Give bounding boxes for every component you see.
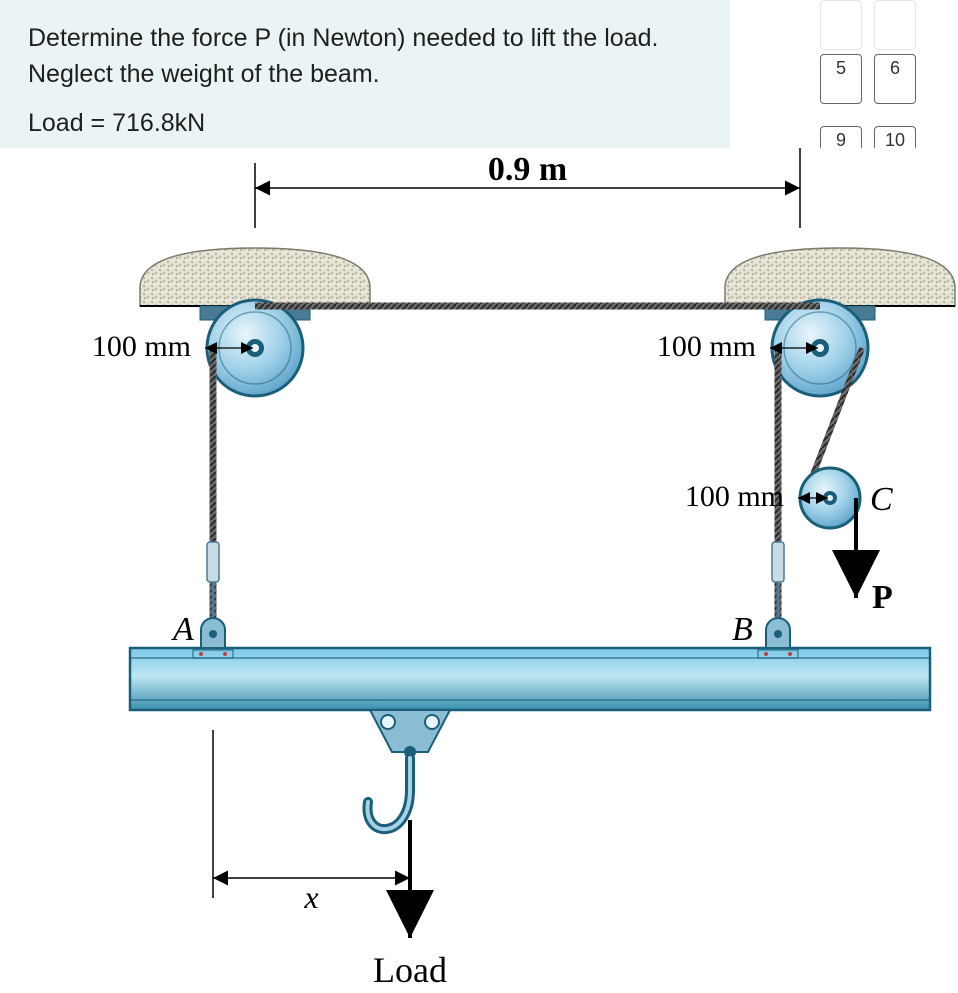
question-load: Load = 716.8kN bbox=[28, 105, 702, 141]
nav-btn-prev2[interactable] bbox=[874, 0, 916, 50]
svg-text:B: B bbox=[732, 611, 753, 648]
nav-btn-5[interactable]: 5 bbox=[820, 54, 862, 104]
svg-text:100 mm: 100 mm bbox=[92, 330, 191, 363]
svg-text:100 mm: 100 mm bbox=[657, 330, 756, 363]
svg-text:C: C bbox=[870, 481, 893, 518]
svg-text:x: x bbox=[303, 879, 318, 915]
nav-btn-6[interactable]: 6 bbox=[874, 54, 916, 104]
question-line1: Determine the force P (in Newton) needed… bbox=[28, 20, 702, 56]
pulley-diagram: 0.9 m x 100 mm 100 mm 100 mm A B C P Load bbox=[30, 148, 958, 993]
diagram: 0.9 m x 100 mm 100 mm 100 mm A B C P Load bbox=[30, 148, 958, 993]
svg-text:Load: Load bbox=[373, 950, 447, 990]
nav-btn-prev1[interactable] bbox=[820, 0, 862, 50]
question-text: Determine the force P (in Newton) needed… bbox=[0, 0, 730, 148]
svg-text:P: P bbox=[872, 579, 893, 616]
question-line2: Neglect the weight of the beam. bbox=[28, 56, 702, 92]
svg-text:A: A bbox=[171, 611, 194, 648]
svg-text:100 mm: 100 mm bbox=[685, 480, 784, 513]
svg-text:0.9 m: 0.9 m bbox=[488, 151, 567, 188]
